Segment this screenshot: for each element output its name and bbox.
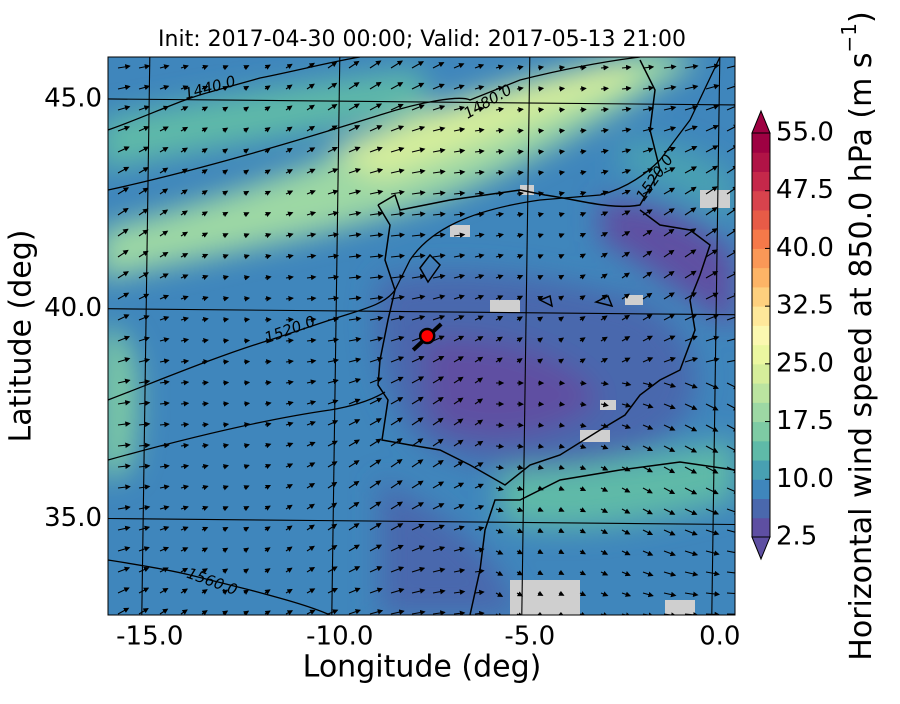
colorbar-label-end: ) — [844, 11, 879, 23]
wind-arrow — [559, 109, 564, 110]
colorbar-bin — [752, 171, 770, 191]
wind-arrow — [601, 88, 608, 89]
wind-arrow — [538, 151, 543, 152]
wind-arrow — [181, 403, 188, 404]
wind-arrow — [559, 88, 564, 89]
wind-arrow — [580, 109, 586, 110]
location-marker — [420, 329, 434, 343]
colorbar-bin — [752, 460, 770, 480]
colorbar-bin — [752, 133, 770, 153]
y-tick-label: 45.0 — [44, 83, 102, 113]
wind-arrow — [517, 172, 523, 173]
colorbar-tick-label: 2.5 — [776, 522, 817, 552]
wind-arrow — [223, 403, 228, 404]
colorbar-bin — [752, 345, 770, 365]
wind-arrow — [223, 361, 228, 362]
y-tick-label: 35.0 — [44, 503, 102, 533]
chart-title: Init: 2017-04-30 00:00; Valid: 2017-05-1… — [158, 27, 686, 52]
x-tick-label: -15.0 — [116, 622, 183, 652]
colorbar-tick-label: 55.0 — [776, 118, 834, 148]
wind-arrow — [538, 109, 543, 110]
colorbar-tick-label: 17.5 — [776, 406, 834, 436]
wind-arrow — [538, 425, 543, 426]
x-axis-label: Longitude (deg) — [303, 650, 542, 685]
x-tick-label: 0.0 — [699, 622, 740, 652]
wind-arrow — [559, 404, 564, 405]
wind-arrow — [517, 130, 523, 131]
wind-arrow — [286, 340, 293, 341]
colorbar-bin — [752, 364, 770, 384]
colorbar-label-exponent: −1 — [837, 23, 861, 52]
colorbar-bin — [752, 287, 770, 307]
wind-arrow — [265, 361, 271, 362]
y-axis-label: Latitude (deg) — [4, 230, 39, 443]
colorbar-bin — [752, 479, 770, 499]
wind-arrow — [538, 130, 543, 131]
wind-arrow — [223, 340, 228, 341]
wind-arrow — [244, 403, 249, 404]
wind-arrow — [244, 361, 249, 362]
wind-arrow — [202, 424, 208, 425]
colorbar-label-text: Horizontal wind speed at 850.0 hPa (m s — [844, 52, 879, 660]
colorbar-bin — [752, 306, 770, 326]
colorbar-tick-label: 10.0 — [776, 464, 834, 494]
colorbar-bin — [752, 402, 770, 422]
colorbar-bin — [752, 229, 770, 249]
colorbar-bin — [752, 441, 770, 461]
wind-arrow — [517, 151, 523, 152]
wind-arrow — [559, 151, 564, 152]
wind-arrow — [559, 67, 564, 68]
colorbar-extend-high — [752, 111, 770, 133]
wind-arrow — [559, 130, 564, 131]
wind-arrow — [265, 382, 271, 383]
colorbar-bin — [752, 268, 770, 288]
colorbar-bin — [752, 422, 770, 442]
colorbar-bin — [752, 499, 770, 519]
wind-arrow — [223, 382, 228, 383]
wind-arrow — [517, 109, 523, 110]
colorbar-bin — [752, 248, 770, 268]
colorbar-bin — [752, 152, 770, 172]
wind-arrow — [580, 88, 586, 89]
wind-arrow — [181, 424, 188, 425]
wind-arrow — [538, 88, 543, 89]
colorbar-bin — [752, 383, 770, 403]
wind-arrow — [496, 446, 503, 447]
wind-arrow — [244, 340, 249, 341]
wind-arrow — [202, 403, 208, 404]
wind-arrow — [202, 382, 208, 383]
x-tick-label: -10.0 — [306, 622, 373, 652]
colorbar-extend-low — [752, 537, 770, 559]
colorbar-bin — [752, 210, 770, 230]
wind-arrow — [580, 67, 586, 68]
colorbar-bin — [752, 191, 770, 211]
wind-arrow — [538, 172, 543, 173]
wind-arrow — [244, 382, 249, 383]
wind-arrow — [496, 151, 503, 152]
wind-arrow — [580, 130, 586, 131]
colorbar-tick-label: 25.0 — [776, 348, 834, 378]
wind-arrow — [265, 319, 271, 320]
colorbar-tick-label: 47.5 — [776, 175, 834, 205]
wind-arrow — [580, 383, 586, 384]
colorbar-tick-label: 40.0 — [776, 233, 834, 263]
colorbar-label: Horizontal wind speed at 850.0 hPa (m s−… — [837, 11, 879, 660]
colorbar-bin — [752, 518, 770, 538]
colorbar-tick-label: 32.5 — [776, 291, 834, 321]
wind-arrow — [496, 172, 503, 173]
wind-arrow — [601, 67, 608, 68]
wind-arrow — [244, 319, 249, 320]
y-tick-label: 40.0 — [44, 293, 102, 323]
colorbar-bin — [752, 325, 770, 345]
x-tick-label: -5.0 — [504, 622, 555, 652]
